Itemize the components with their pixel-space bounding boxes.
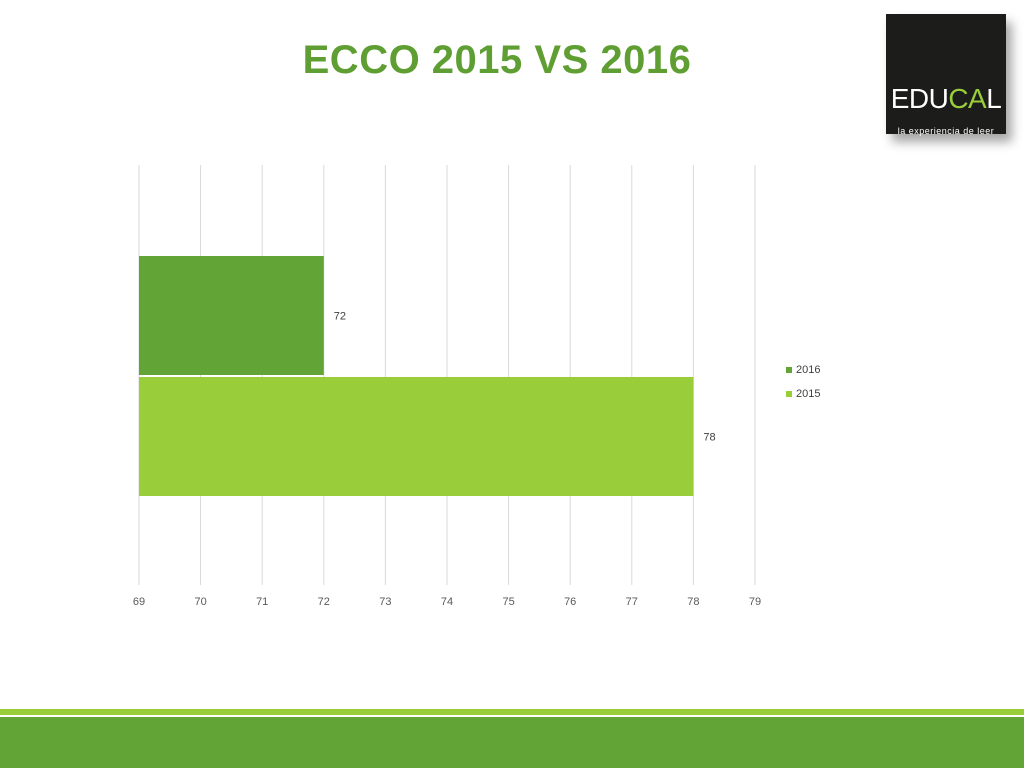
legend: 2016 2015 [786,364,820,400]
bar-2015 [139,377,694,496]
legend-swatch-2015 [786,391,792,397]
footer-accent-stripe [0,709,1024,715]
x-tick-label: 72 [318,596,330,608]
x-tick-label: 76 [564,596,576,608]
x-tick-label: 69 [133,596,145,608]
x-tick-label: 75 [502,596,514,608]
x-tick-label: 73 [379,596,391,608]
logo-wordmark: EDUCAL [886,84,1006,114]
legend-swatch-2016 [786,367,792,373]
bar-chart: 72 78 69 70 71 72 73 74 75 76 77 78 79 2016 2015 [133,165,820,608]
x-tick-label: 78 [687,596,699,608]
x-tick-label: 70 [194,596,206,608]
footer-bar [0,717,1024,768]
x-axis-ticks: 69 70 71 72 73 74 75 76 77 78 79 [133,596,761,608]
slide-title: ECCO 2015 VS 2016 [302,38,692,82]
x-tick-label: 71 [256,596,268,608]
logo-word-part2: CA [948,83,987,114]
bars: 72 78 [139,256,716,496]
legend-label-2016: 2016 [796,364,820,376]
educal-logo: EDUCAL la experiencia de leer [886,14,1006,136]
data-label-2016: 72 [334,311,346,323]
logo-word-part1: EDU [890,83,949,114]
logo-tagline: la experiencia de leer [897,126,995,136]
x-tick-label: 79 [749,596,761,608]
x-tick-label: 77 [626,596,638,608]
bar-2016 [139,256,324,375]
logo-word-part3: L [986,83,1002,114]
legend-label-2015: 2015 [796,388,820,400]
x-tick-label: 74 [441,596,453,608]
data-label-2015: 78 [703,432,715,444]
